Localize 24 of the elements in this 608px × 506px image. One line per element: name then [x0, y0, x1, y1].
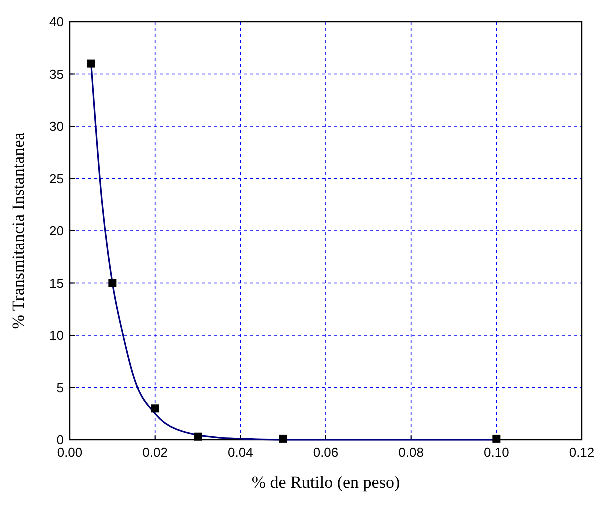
y-tick-label: 30: [50, 119, 64, 134]
y-axis-title: % Transmitancia Instantanea: [9, 132, 28, 330]
x-tick-label: 0.10: [484, 445, 510, 460]
point: [108, 279, 117, 288]
y-tick-label: 15: [50, 276, 64, 291]
x-tick-label: 0.02: [142, 445, 168, 460]
x-tick-label: 0.00: [57, 445, 83, 460]
y-tick-label: 40: [50, 14, 64, 30]
x-tick-label: 0.04: [228, 445, 254, 460]
point: [151, 404, 160, 413]
point: [492, 434, 501, 443]
y-tick-label: 0: [56, 432, 64, 448]
point: [279, 434, 288, 443]
x-tick-label: 0.06: [313, 445, 339, 460]
y-tick-label: 10: [50, 328, 64, 343]
x-axis-title: % de Rutilo (en peso): [252, 473, 400, 492]
x-tick-label: 0.08: [398, 445, 424, 460]
x-tick-label: 0.12: [569, 445, 595, 460]
y-tick-label: 20: [50, 224, 64, 238]
point: [87, 60, 96, 68]
y-tick-label: 25: [50, 171, 64, 186]
point: [194, 432, 202, 441]
y-tick-label: 5: [56, 380, 64, 396]
y-tick-label: 35: [50, 66, 64, 82]
